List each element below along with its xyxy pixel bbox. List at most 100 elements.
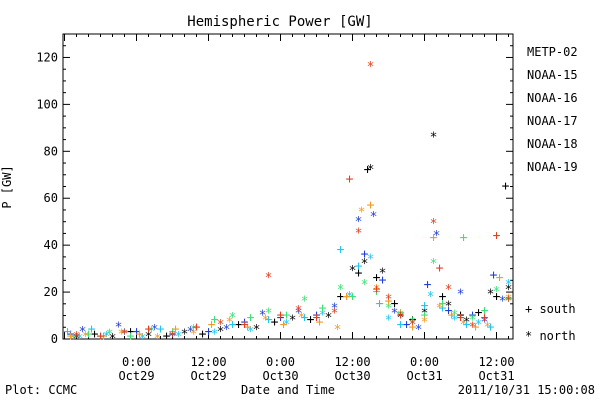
data-point: +	[127, 324, 135, 339]
legend-entry: NOAA-18	[527, 137, 578, 151]
data-point: +	[91, 327, 99, 342]
data-point: +	[283, 308, 291, 323]
data-point: *	[433, 229, 441, 244]
data-point: +	[409, 313, 417, 328]
data-point: +	[367, 198, 375, 213]
data-point: +	[403, 317, 411, 332]
data-point: *	[103, 330, 111, 345]
data-point: +	[211, 313, 219, 328]
data-point: *	[361, 257, 369, 272]
data-point: +	[475, 306, 483, 321]
data-point: *	[409, 316, 417, 331]
x-axis: 0:00Oct2912:00Oct290:00Oct3012:00Oct300:…	[64, 34, 515, 383]
data-point: *	[265, 271, 273, 286]
data-point: *	[397, 311, 405, 326]
data-point: *	[148, 325, 156, 340]
data-point: +	[349, 289, 357, 304]
data-point: *	[301, 295, 309, 310]
data-point: *	[169, 330, 177, 345]
data-point: +	[361, 247, 369, 262]
data-point: +	[409, 320, 417, 335]
data-point: +	[391, 296, 399, 311]
data-point: *	[289, 313, 297, 328]
data-point: +	[235, 317, 243, 332]
data-point: +	[157, 322, 165, 337]
data-point: +	[505, 292, 513, 307]
data-point: *	[73, 332, 81, 347]
data-point: +	[439, 301, 447, 316]
legend-entry: METP-02	[527, 45, 578, 59]
data-point: *	[190, 327, 198, 342]
data-point: +	[316, 315, 324, 330]
data-point: +	[436, 261, 444, 276]
data-point: *	[415, 323, 423, 338]
x-tick-label-date: Oct29	[190, 369, 226, 383]
data-point: +	[493, 228, 501, 243]
data-point: *	[460, 318, 468, 333]
data-point: +	[397, 306, 405, 321]
data-point: *	[385, 292, 393, 307]
x-tick-label-time: 0:00	[410, 355, 439, 369]
data-point: +	[373, 271, 381, 286]
x-tick-label-time: 12:00	[190, 355, 226, 369]
y-axis-label: P [GW]	[0, 165, 14, 208]
data-point: +	[133, 324, 141, 339]
data-point: *	[346, 290, 354, 305]
data-point: *	[370, 210, 378, 225]
data-point: +	[439, 289, 447, 304]
data-point: *	[115, 320, 123, 335]
data-point: *	[421, 316, 429, 331]
y-tick-label: 40	[44, 238, 58, 252]
data-point: *	[262, 313, 270, 328]
data-point: *	[217, 325, 225, 340]
data-point: +	[229, 317, 237, 332]
data-point: +	[244, 320, 252, 335]
data-point: *	[409, 318, 417, 333]
data-point: *	[226, 316, 234, 331]
data-point: +	[355, 259, 363, 274]
data-point: +	[319, 301, 327, 316]
data-point: *	[481, 316, 489, 331]
data-point: +	[397, 308, 405, 323]
data-point: +	[481, 310, 489, 325]
y-tick-label: 80	[44, 144, 58, 158]
data-point: *	[190, 323, 198, 338]
data-point: *	[118, 327, 126, 342]
data-point: +	[373, 282, 381, 297]
y-tick-label: 100	[36, 97, 58, 111]
data-point: *	[484, 320, 492, 335]
y-tick-label: 20	[44, 285, 58, 299]
data-point: +	[469, 308, 477, 323]
data-point: +	[241, 315, 249, 330]
data-point: *	[385, 302, 393, 317]
data-point: *	[337, 283, 345, 298]
legend-entry: NOAA-17	[527, 114, 578, 128]
data-points: * + *+ * + * + *+ *+ * + *+*+*+*+*+* + **+*+*+*++*+ * +…	[64, 60, 513, 347]
data-point: +	[397, 317, 405, 332]
data-point: +	[205, 324, 213, 339]
data-point: *	[409, 318, 417, 333]
data-point: +	[163, 329, 171, 344]
data-point: *	[430, 217, 438, 232]
data-point: +	[127, 329, 135, 344]
data-point: +	[277, 310, 285, 325]
data-point: *	[436, 302, 444, 317]
data-point: +	[448, 308, 456, 323]
data-point: *	[355, 227, 363, 242]
data-point: *	[73, 330, 81, 345]
data-point: +	[439, 296, 447, 311]
x-axis-label: Date and Time	[241, 383, 335, 397]
data-point: +	[355, 266, 363, 281]
data-point: *	[109, 332, 117, 347]
y-axis: 0 20 40 60 80 100 120	[36, 33, 513, 346]
data-point: *	[265, 306, 273, 321]
data-point: +	[337, 242, 345, 257]
data-point: *	[139, 332, 147, 347]
data-point: +	[496, 271, 504, 286]
x-tick-label-time: 12:00	[334, 355, 370, 369]
data-point: *	[397, 309, 405, 324]
data-point: +	[67, 329, 75, 344]
legend-entry: NOAA-15	[527, 68, 578, 82]
data-point: +	[343, 289, 351, 304]
data-point: +	[337, 289, 345, 304]
